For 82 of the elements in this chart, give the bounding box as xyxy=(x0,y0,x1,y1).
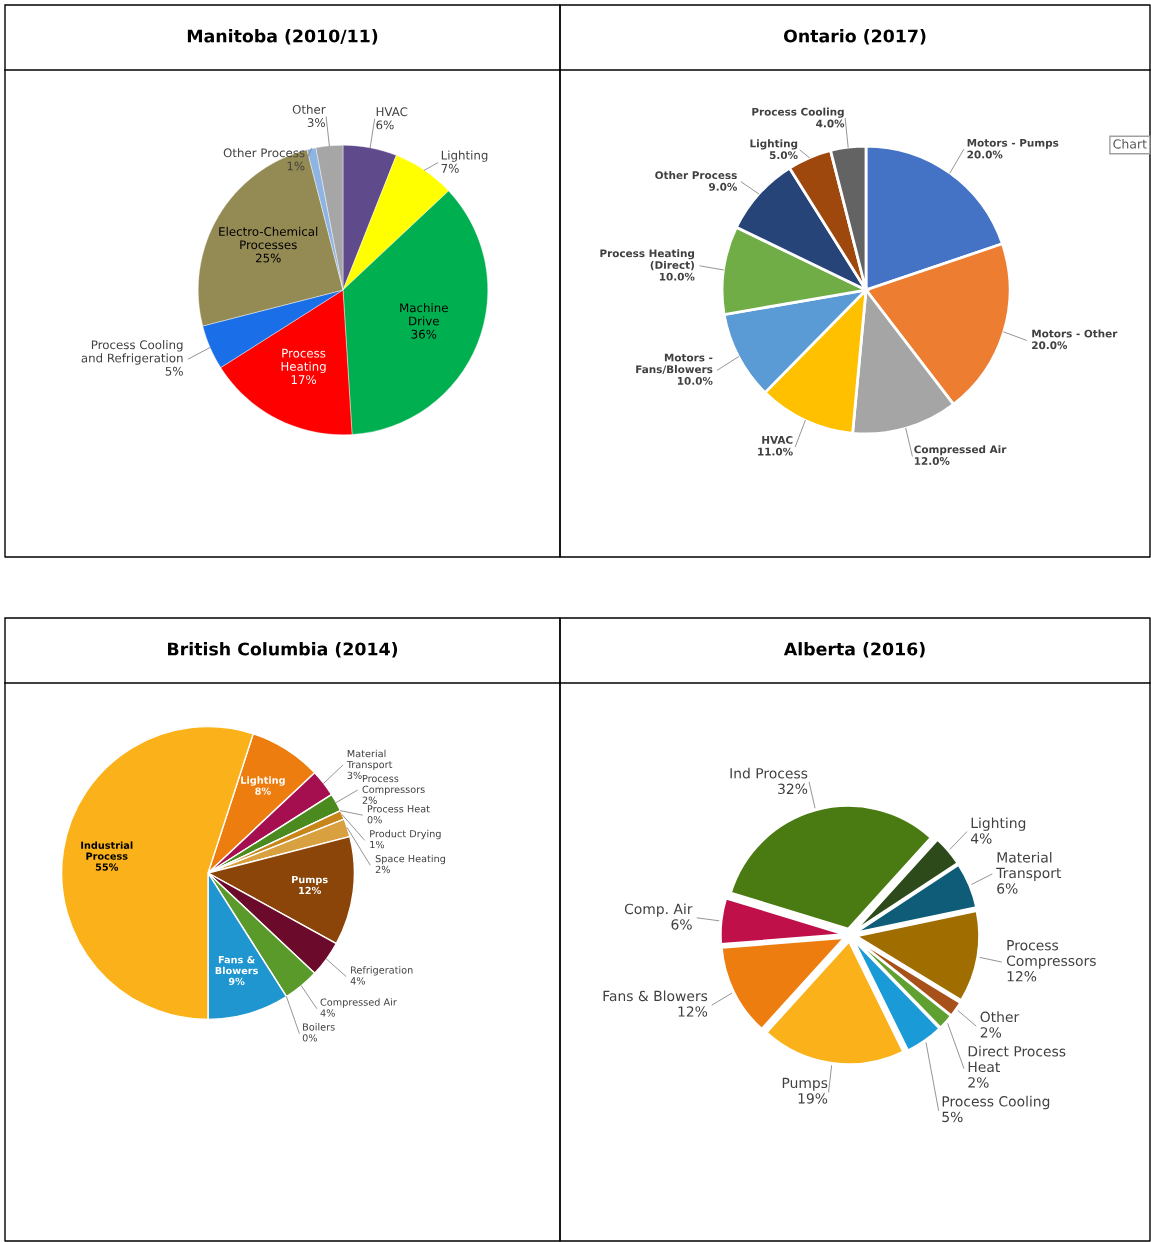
slice-label: Machine Drive xyxy=(400,303,448,326)
slice-label: Fans & Blowers xyxy=(215,955,258,975)
slice-label: Other xyxy=(292,104,326,114)
chart-title: Ontario (2017) xyxy=(783,29,926,45)
data-label: 10.0% xyxy=(677,376,713,385)
data-label: 9% xyxy=(228,977,245,986)
data-label: 5% xyxy=(165,366,183,376)
slice-label: Process Cooling xyxy=(752,107,844,118)
slice-label: Process Cooling xyxy=(942,1095,1050,1110)
data-label: 32% xyxy=(778,783,808,795)
data-label: 12% xyxy=(1007,971,1037,982)
data-label: 4% xyxy=(970,833,992,844)
data-label: 9.0% xyxy=(708,182,738,191)
data-label: 20.0% xyxy=(1032,341,1068,350)
text: Chart xyxy=(1113,138,1147,149)
data-label: 3% xyxy=(307,118,325,128)
data-label: 2% xyxy=(968,1077,989,1088)
data-label: 6% xyxy=(997,883,1018,894)
slice-label: HVAC xyxy=(376,107,408,117)
text: 0% xyxy=(302,1034,318,1042)
slice-label: Other Process xyxy=(655,171,737,180)
data-label: 10.0% xyxy=(659,272,695,281)
data-label: 17% xyxy=(291,375,317,385)
slice-label: Process Compressors xyxy=(362,774,425,795)
data-label: 12% xyxy=(299,886,321,895)
data-label: 36% xyxy=(411,329,437,339)
data-label: 6% xyxy=(376,120,394,130)
data-label: 2% xyxy=(375,865,390,874)
slice-label: Lighting xyxy=(971,817,1026,831)
slice-label: Motors - Pumps xyxy=(967,139,1059,149)
slice-label: Comp. Air xyxy=(624,903,693,917)
slice-label: Pumps xyxy=(292,876,328,886)
slice-label: Material Transport xyxy=(346,749,393,771)
slice-label: Space Heating xyxy=(375,854,446,865)
chart-title: Manitoba (2010/11) xyxy=(187,29,378,45)
data-label: 1% xyxy=(287,161,305,171)
data-label: 12% xyxy=(678,1006,708,1017)
slice-label: Process Heating xyxy=(281,348,326,374)
slice-label: Electro-Chemical Processes xyxy=(219,226,318,250)
legend-label: Process Heat xyxy=(367,805,430,813)
data-label: 7% xyxy=(441,163,459,173)
data-label: 5% xyxy=(942,1111,963,1123)
slice-label: Motors - Fans/Blowers xyxy=(636,353,713,374)
slice-label: Fans & Blowers xyxy=(603,990,708,1002)
chart-title: British Columbia (2014) xyxy=(168,642,398,658)
data-label: 2% xyxy=(362,796,377,804)
slice-label: Motors - Other xyxy=(1032,329,1118,338)
slice-label: Process Heating (Direct) xyxy=(600,249,695,271)
data-label: 11.0% xyxy=(758,447,793,456)
data-label: 4% xyxy=(320,1009,335,1017)
data-label: 3% xyxy=(347,771,362,780)
slice-label: Direct Process Heat xyxy=(968,1045,1066,1073)
data-label: 20.0% xyxy=(967,150,1003,159)
slice-label: Pumps xyxy=(782,1077,828,1091)
slice-label: Ind Process xyxy=(730,767,808,779)
category-label: Boilers xyxy=(303,1023,335,1031)
slice-label: Lighting xyxy=(441,150,488,162)
slice-label: Process Cooling and Refrigeration xyxy=(81,340,183,365)
data-label: 4% xyxy=(350,977,366,985)
text: 0% xyxy=(367,816,382,824)
slice-label: Product Drying xyxy=(370,829,441,840)
data-label: 55% xyxy=(95,863,119,871)
slice-label: Refrigeration xyxy=(351,966,413,976)
data-label: 1% xyxy=(370,840,385,849)
slice-label: HVAC xyxy=(762,435,793,444)
slice-label: Other xyxy=(980,1011,1020,1023)
slice-label: Lighting xyxy=(241,776,285,786)
slice-label: Process Compressors xyxy=(1006,940,1096,969)
slice-label: Industrial Process xyxy=(81,841,133,860)
data-label: 12.0% xyxy=(914,457,950,465)
chart-title: Alberta (2016) xyxy=(783,642,925,658)
slice-label: Compressed Air xyxy=(320,998,397,1008)
slice-label: Lighting xyxy=(750,139,798,150)
data-label: 2% xyxy=(980,1027,1002,1038)
data-label: 5.0% xyxy=(769,151,798,160)
slice-label: Compressed Air xyxy=(914,445,1007,456)
data-label: 19% xyxy=(798,1093,828,1104)
data-label: 6% xyxy=(671,919,692,930)
data-label: 8% xyxy=(255,787,271,795)
slice-label: Material Transport xyxy=(996,851,1062,881)
data-label: 4.0% xyxy=(816,119,845,128)
data-label: 25% xyxy=(255,253,281,263)
